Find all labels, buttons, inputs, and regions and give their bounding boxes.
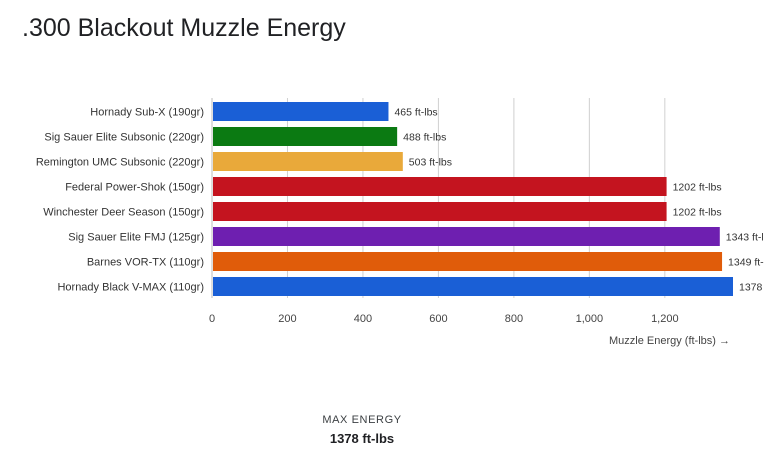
- category-label: Remington UMC Subsonic (220gr): [36, 157, 204, 169]
- data-label: 1349 ft-lbs: [728, 257, 764, 269]
- bar: [213, 202, 667, 221]
- x-tick-label: 1,200: [651, 313, 679, 325]
- data-label: 465 ft-lbs: [394, 107, 437, 119]
- data-label: 488 ft-lbs: [403, 132, 446, 144]
- x-tick-label: 200: [278, 313, 296, 325]
- x-tick-label: 400: [354, 313, 372, 325]
- data-label: 1202 ft-lbs: [673, 182, 722, 194]
- max-energy-label: MAX ENERGY: [322, 414, 402, 426]
- bar: [213, 252, 723, 271]
- bar: [213, 227, 720, 246]
- data-label: 503 ft-lbs: [409, 157, 452, 169]
- data-label: 1378 ft-lbs: [739, 282, 764, 294]
- category-label: Barnes VOR-TX (110gr): [87, 257, 204, 269]
- data-label: 1343 ft-lbs: [726, 232, 764, 244]
- bar: [213, 102, 389, 121]
- x-axis-title: Muzzle Energy (ft-lbs) →: [609, 335, 730, 347]
- max-energy-value: 1378 ft-lbs: [329, 431, 395, 446]
- category-label: Hornady Black V-MAX (110gr): [57, 282, 204, 294]
- x-tick-label: 0: [209, 313, 215, 325]
- x-tick-label: 800: [505, 313, 523, 325]
- data-label: 1202 ft-lbs: [673, 207, 722, 219]
- x-tick-label: 1,000: [576, 313, 604, 325]
- bar: [213, 127, 398, 146]
- bar-chart: 0 200 400 600 800 1,000 1,200 Hornady Sub-X (19…: [36, 98, 764, 347]
- x-tick-label: 600: [429, 313, 447, 325]
- max-energy-stat: MAX ENERGY 1378 ft-lbs: [262, 414, 462, 446]
- bar: [213, 277, 733, 296]
- category-label: Sig Sauer Elite Subsonic (220gr): [44, 132, 204, 144]
- chart-title: .300 Blackout Muzzle Energy: [22, 14, 346, 42]
- category-label: Federal Power-Shok (150gr): [65, 182, 204, 194]
- category-label: Winchester Deer Season (150gr): [43, 207, 204, 219]
- category-label: Sig Sauer Elite FMJ (125gr): [68, 232, 204, 244]
- bar: [213, 177, 667, 196]
- category-label: Hornady Sub-X (190gr): [90, 107, 204, 119]
- bar: [213, 152, 403, 171]
